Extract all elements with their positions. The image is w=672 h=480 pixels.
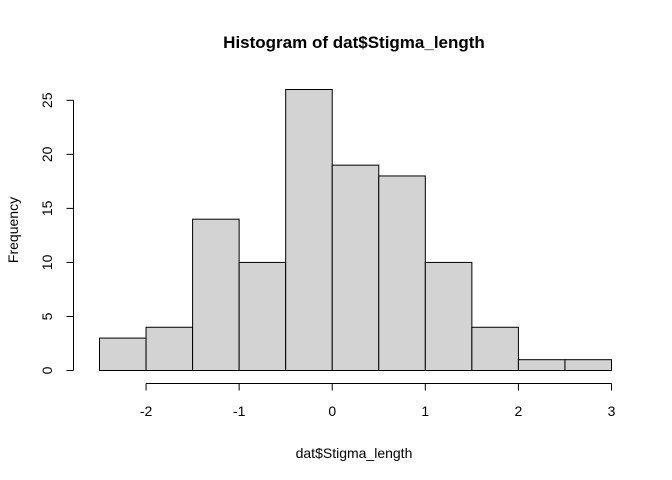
- y-axis-label: Frequency: [5, 197, 21, 263]
- x-tick-label: 0: [328, 403, 336, 419]
- x-tick-label: 3: [608, 403, 616, 419]
- histogram-bar: [145, 326, 194, 371]
- x-tick-label: 2: [515, 403, 523, 419]
- histogram-bar: [331, 164, 380, 371]
- x-axis-label: dat$Stigma_length: [296, 445, 413, 461]
- y-tick-label: 0: [39, 366, 55, 374]
- histogram-bar: [471, 326, 519, 371]
- histogram-bar: [238, 261, 287, 371]
- y-tick-label: 25: [39, 92, 55, 108]
- x-axis: -2 -1 0 1 2 3: [140, 383, 616, 419]
- histogram-bar: [99, 337, 147, 372]
- y-tick-label: 15: [39, 200, 55, 216]
- histogram-bar: [517, 359, 566, 372]
- histogram-bar: [378, 175, 426, 371]
- y-tick-label: 20: [39, 146, 55, 162]
- x-tick-label: -1: [233, 403, 246, 419]
- histogram-bar: [192, 218, 240, 371]
- y-tick-label: 5: [39, 312, 55, 320]
- x-tick-label: 1: [421, 403, 429, 419]
- bars-group: [99, 89, 612, 372]
- chart-title: Histogram of dat$Stigma_length: [223, 33, 485, 52]
- y-axis: 0 5 10 15 20 25: [39, 92, 74, 374]
- histogram-bar: [285, 89, 333, 371]
- y-tick-label: 10: [39, 254, 55, 270]
- x-tick-label: -2: [140, 403, 153, 419]
- histogram-bar: [564, 359, 612, 372]
- histogram-bar: [424, 261, 473, 371]
